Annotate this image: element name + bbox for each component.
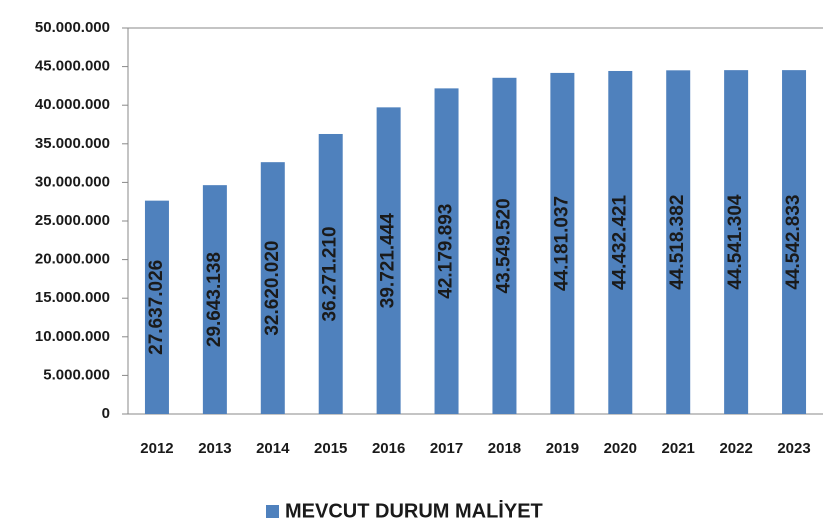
y-tick-label: 5.000.000 [43,366,110,383]
y-tick-label: 25.000.000 [35,212,110,229]
value-label: 44.518.382 [667,195,688,290]
value-label: 36.271.210 [320,226,341,321]
x-tick-label: 2014 [256,440,290,457]
legend-label: MEVCUT DURUM MALİYET [285,499,543,522]
x-tick-label: 2020 [604,440,637,457]
bar [202,185,227,414]
x-tick-label: 2016 [372,440,405,457]
bar [376,107,401,414]
bar [608,70,633,414]
y-tick-label: 0 [102,405,110,422]
value-label: 44.181.037 [551,196,572,291]
bar [144,200,169,414]
bar [492,77,517,415]
bar [260,162,285,414]
value-label: 29.643.138 [204,252,225,347]
value-label: 32.620.020 [262,241,283,336]
y-tick-label: 20.000.000 [35,251,110,268]
y-tick-label: 35.000.000 [35,135,110,152]
x-tick-label: 2013 [198,440,231,457]
value-label: 44.542.833 [783,195,804,290]
value-label: 43.549.520 [493,198,514,293]
value-label: 42.179.893 [436,204,457,299]
x-tick-label: 2012 [140,440,173,457]
bar [666,70,691,415]
bar [782,70,807,414]
x-tick-label: 2017 [430,440,463,457]
bar [724,70,749,414]
y-tick-label: 30.000.000 [35,173,110,190]
x-tick-label: 2022 [719,440,752,457]
value-label: 27.637.026 [146,260,167,355]
y-tick-label: 50.000.000 [35,19,110,36]
bar [434,88,459,415]
x-tick-label: 2021 [662,440,695,457]
y-tick-label: 40.000.000 [35,96,110,113]
value-label: 44.432.421 [609,195,630,291]
x-tick-label: 2023 [777,440,810,457]
y-tick-label: 15.000.000 [35,289,110,306]
bar [318,133,343,414]
bar [550,72,575,414]
value-label: 39.721.444 [378,213,399,309]
x-tick-label: 2018 [488,440,521,457]
legend-swatch [266,505,279,518]
y-tick-label: 45.000.000 [35,58,110,75]
value-label: 44.541.304 [725,194,746,290]
y-tick-label: 10.000.000 [35,328,110,345]
x-tick-label: 2019 [546,440,579,457]
x-tick-label: 2015 [314,440,347,457]
